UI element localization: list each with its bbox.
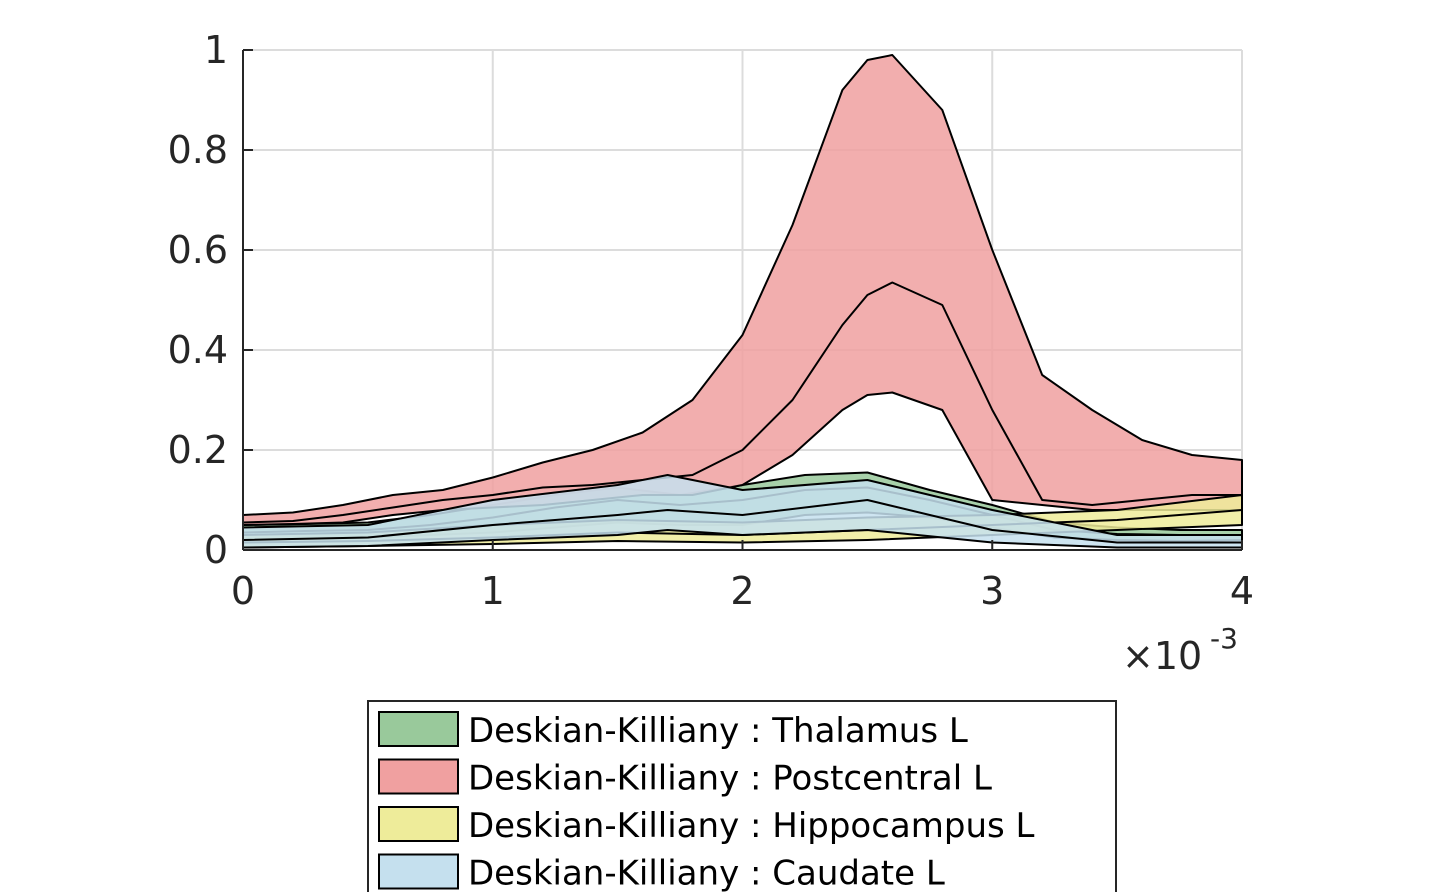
- legend-label: Deskian-Killiany : Postcentral L: [468, 759, 992, 799]
- x-tick-labels: 0 1 2 3 4: [231, 569, 1254, 613]
- x-tick-label: 3: [980, 569, 1004, 613]
- y-tick-label: 0.8: [168, 128, 228, 172]
- y-tick-label: 0.2: [168, 428, 228, 472]
- legend-label: Deskian-Killiany : Hippocampus L: [468, 806, 1035, 846]
- legend-swatch: [378, 806, 459, 842]
- axes: [242, 49, 1243, 551]
- y-tick-label: 0.6: [168, 228, 228, 272]
- x-tick-label: 0: [231, 569, 255, 613]
- legend-label: Deskian-Killiany : Caudate L: [468, 854, 945, 892]
- x-tick-label: 1: [481, 569, 505, 613]
- x-exponent-base: ×10: [1122, 634, 1202, 678]
- legend: Deskian-Killiany : Thalamus L Deskian-Kil…: [367, 700, 1117, 892]
- x-tick-label: 2: [730, 569, 754, 613]
- y-tick-label: 0: [204, 528, 228, 572]
- x-exponent: ×10 -3: [1122, 622, 1238, 678]
- legend-swatch: [378, 758, 459, 795]
- series-mean-line-1: [242, 281, 1242, 524]
- y-tick-label: 1: [204, 28, 228, 72]
- legend-items: Deskian-Killiany : Thalamus L Deskian-Kil…: [378, 711, 1035, 892]
- legend-label: Deskian-Killiany : Thalamus L: [468, 711, 968, 751]
- x-tick-label: 4: [1230, 569, 1254, 613]
- x-exponent-power: -3: [1210, 622, 1238, 655]
- legend-swatch: [378, 853, 459, 890]
- legend-swatch: [378, 711, 459, 747]
- legend-box: [367, 700, 1117, 892]
- y-tick-labels: 0 0.2 0.4 0.6 0.8 1: [168, 28, 228, 572]
- series-mean-line-3: [242, 499, 1242, 544]
- y-tick-label: 0.4: [168, 328, 228, 372]
